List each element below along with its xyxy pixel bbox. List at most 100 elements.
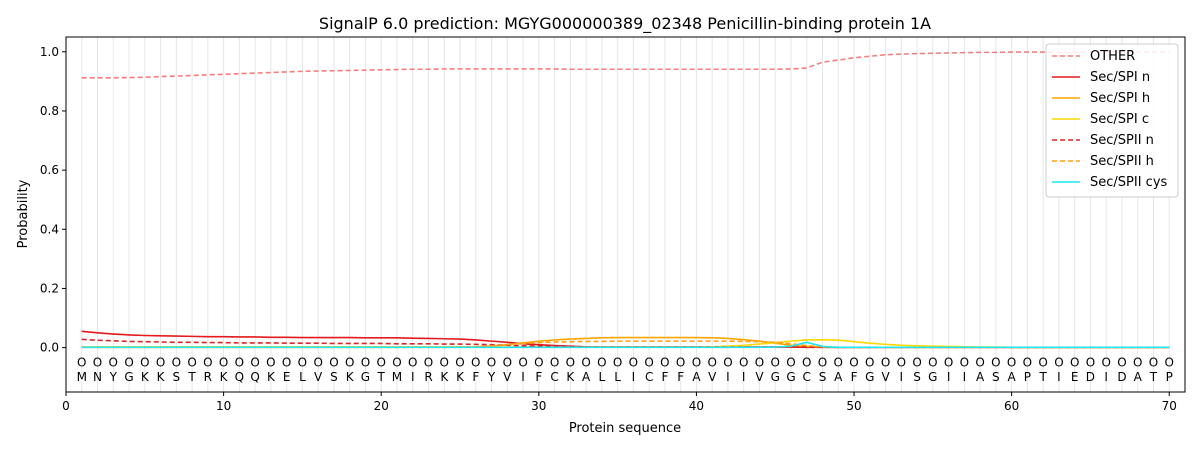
legend-label: OTHER [1090, 49, 1135, 64]
sequence-residue: M [392, 370, 402, 384]
region-label: O [1086, 355, 1095, 369]
region-label: O [361, 355, 370, 369]
sequence-residue: G [865, 370, 874, 384]
sequence-residue: I [726, 370, 730, 384]
sequence-residue: G [771, 370, 780, 384]
x-tick-label: 50 [846, 399, 861, 413]
sequence-residue: C [645, 370, 653, 384]
y-axis-label: Probability [16, 179, 31, 248]
legend-box [1045, 43, 1179, 198]
legend: OTHER Sec/SPI n Sec/SPI h Sec/SPI c Sec/SPII… [1045, 43, 1179, 198]
region-label: O [991, 355, 1000, 369]
y-tick-label: 0.0 [40, 341, 59, 355]
region-label: O [975, 355, 984, 369]
region-label: O [424, 355, 433, 369]
sequence-residue: V [755, 370, 764, 384]
sequence-residue: R [424, 370, 432, 384]
sequence-residue: T [377, 370, 386, 384]
y-tick-label: 1.0 [40, 45, 59, 59]
region-label: O [1054, 355, 1063, 369]
region-label: O [1117, 355, 1126, 369]
region-label: O [944, 355, 953, 369]
sequence-residue: I [632, 370, 636, 384]
sequence-residue: I [947, 370, 951, 384]
y-tick-label: 0.6 [40, 163, 59, 177]
sequence-residue: I [900, 370, 904, 384]
sequence-residue: I [411, 370, 415, 384]
region-label: O [739, 355, 748, 369]
region-label: O [928, 355, 937, 369]
sequence-residue: T [1149, 370, 1158, 384]
region-label: O [187, 355, 196, 369]
sequence-residue: S [173, 370, 181, 384]
region-label: O [487, 355, 496, 369]
region-label: O [518, 355, 527, 369]
region-label: O [629, 355, 638, 369]
region-label: O [408, 355, 417, 369]
sequence-residue: Y [109, 370, 118, 384]
sequence-residue: F [535, 370, 542, 384]
region-label: O [786, 355, 795, 369]
series-line-sec-spii-n [81, 338, 1170, 349]
sequence-residue: S [330, 370, 338, 384]
sequence-residue: V [881, 370, 890, 384]
region-label: O [392, 355, 401, 369]
legend-label: Sec/SPII cys [1090, 175, 1168, 190]
series-line-sec-spii-cys [81, 341, 1170, 349]
sequence-residue: C [803, 370, 811, 384]
region-label: O [440, 355, 449, 369]
region-label: O [503, 355, 512, 369]
region-label: O [676, 355, 685, 369]
region-label: O [376, 355, 385, 369]
region-label: O [1101, 355, 1110, 369]
sequence-residue: P [1024, 370, 1031, 384]
region-label: O [250, 355, 259, 369]
region-label: O [1070, 355, 1079, 369]
sequence-residue: I [963, 370, 967, 384]
sequence-residue: A [692, 370, 701, 384]
legend-label: Sec/SPI h [1090, 91, 1150, 106]
x-tick-label: 30 [531, 399, 546, 413]
region-label: O [1149, 355, 1158, 369]
plot-frame [65, 36, 1186, 393]
sequence-residue: V [708, 370, 717, 384]
sequence-residue: I [521, 370, 525, 384]
legend-label: Sec/SPII h [1090, 154, 1154, 169]
region-label: O [235, 355, 244, 369]
series-line-other [81, 51, 1170, 79]
sequence-residue: K [220, 370, 229, 384]
region-label: O [345, 355, 354, 369]
sequence-residue: S [913, 370, 921, 384]
region-label: O [282, 355, 291, 369]
region-label: O [834, 355, 843, 369]
region-label: O [755, 355, 764, 369]
region-label: O [455, 355, 464, 369]
region-label: O [707, 355, 716, 369]
sequence-residue: P [1166, 370, 1173, 384]
sequence-residue: Q [250, 370, 259, 384]
legend-label: Sec/SPII n [1090, 133, 1154, 148]
x-tick-label: 0 [62, 399, 70, 413]
sequence-residue: F [472, 370, 479, 384]
sequence-residue: V [314, 370, 323, 384]
region-label: O [865, 355, 874, 369]
sequence-residue: I [1104, 370, 1108, 384]
region-label: O [1133, 355, 1142, 369]
region-label: O [1038, 355, 1047, 369]
sequence-residue: R [204, 370, 212, 384]
legend-label: Sec/SPI n [1090, 70, 1150, 85]
sequence-residue: K [267, 370, 276, 384]
sequence-residue: E [283, 370, 291, 384]
sequence-residue: K [141, 370, 150, 384]
region-label: O [581, 355, 590, 369]
region-label: O [1007, 355, 1016, 369]
sequence-residue: G [361, 370, 370, 384]
region-label: O [660, 355, 669, 369]
region-label: O [156, 355, 165, 369]
region-label: O [1165, 355, 1174, 369]
sequence-residue: N [93, 370, 102, 384]
sequence-residue: D [1086, 370, 1095, 384]
region-label: O [818, 355, 827, 369]
sequence-residue: M [77, 370, 87, 384]
